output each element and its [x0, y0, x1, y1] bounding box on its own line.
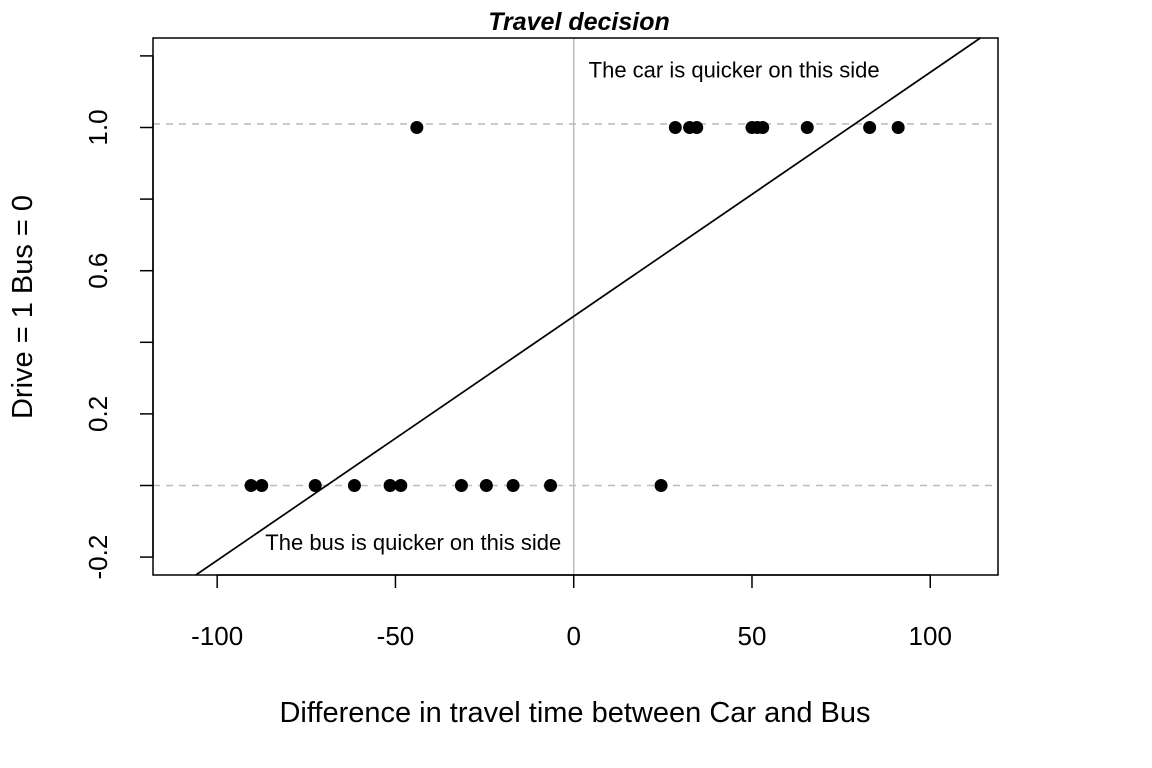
- data-point: [383, 479, 397, 492]
- data-point: [347, 479, 361, 492]
- data-points: [244, 121, 905, 492]
- y-axis-title: Drive = 1 Bus = 0: [7, 195, 39, 419]
- x-tick-label: 0: [566, 621, 580, 651]
- data-point: [255, 479, 269, 492]
- data-point: [394, 479, 408, 492]
- data-point: [410, 121, 424, 134]
- annotations: The car is quicker on this side The bus i…: [265, 57, 879, 555]
- data-point: [668, 121, 682, 134]
- fit-line-layer: [195, 37, 981, 576]
- data-point: [544, 479, 558, 492]
- plot-frame: [152, 37, 999, 576]
- x-axis-title: Difference in travel time between Car an…: [279, 697, 870, 729]
- data-point: [863, 121, 877, 134]
- data-point: [756, 121, 770, 134]
- chart-title: Travel decision: [488, 8, 670, 36]
- data-point: [800, 121, 814, 134]
- data-point: [308, 479, 322, 492]
- y-tick-label: 0.2: [83, 396, 113, 432]
- y-axis: -0.2 0.2 0.6 1.0: [83, 55, 154, 580]
- annotation-0: The car is quicker on this side: [589, 57, 880, 82]
- data-point: [654, 479, 668, 492]
- data-point: [244, 479, 258, 492]
- data-point: [454, 479, 468, 492]
- y-tick-label: 0.6: [83, 253, 113, 289]
- data-point: [479, 479, 493, 492]
- reference-lines: [153, 38, 998, 575]
- x-tick-label: 100: [909, 621, 952, 651]
- annotation-1: The bus is quicker on this side: [265, 530, 561, 555]
- fit-line: [195, 37, 981, 576]
- y-tick-label: -0.2: [83, 535, 113, 580]
- y-tick-label: 1.0: [83, 109, 113, 145]
- data-point: [891, 121, 905, 134]
- x-tick-label: -50: [377, 621, 415, 651]
- data-point: [506, 479, 520, 492]
- x-tick-label: 50: [738, 621, 767, 651]
- data-point: [690, 121, 704, 134]
- x-axis: -100 -50 0 50 100: [191, 574, 952, 651]
- x-tick-label: -100: [191, 621, 243, 651]
